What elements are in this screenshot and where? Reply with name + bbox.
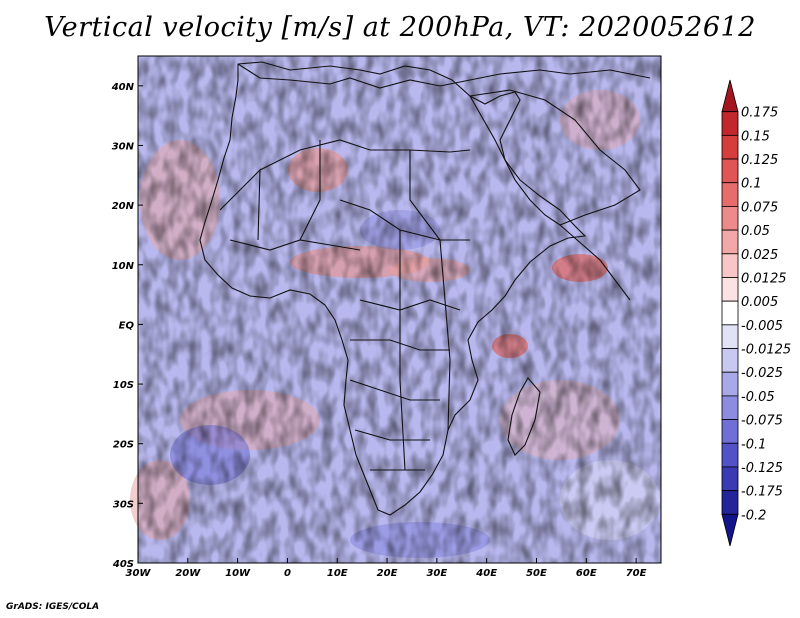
x-tick-label: 20W — [175, 568, 201, 579]
y-tick-label: 30N — [112, 141, 135, 152]
colorbar-label: 0.125 — [741, 153, 778, 168]
credit-label: GrADS: IGES/COLA — [6, 602, 100, 612]
colorbar-swatch — [721, 324, 739, 349]
colorbar-label: 0.175 — [741, 106, 778, 121]
colorbar-swatch — [721, 395, 739, 420]
colorbar-label: 0.025 — [741, 248, 778, 263]
x-axis-ticks: 30W 20W 10W 0 10E 20E 30E 40E 50E 60E 70E — [126, 558, 647, 579]
x-tick-label: 20E — [377, 568, 398, 579]
y-tick-label: 20S — [113, 440, 134, 451]
colorbar-swatch — [721, 182, 739, 207]
coastlines — [199, 61, 651, 516]
colorbar-label: 0.0125 — [741, 271, 787, 286]
colorbar-label: 0.075 — [741, 200, 778, 215]
colorbar-swatch — [721, 348, 739, 373]
colorbar-swatch — [721, 466, 739, 492]
colorbar-label: 0.05 — [741, 224, 770, 239]
colorbar-swatch — [721, 277, 739, 302]
colorbar-label: -0.075 — [741, 414, 783, 429]
map-frame — [137, 55, 662, 564]
colorbar-label: -0.2 — [741, 508, 766, 523]
colorbar-swatch — [721, 419, 739, 444]
colorbar: 0.175 0.15 0.125 0.1 0.075 0.05 0.025 0.0125 0.0… — [721, 79, 791, 547]
colorbar-swatch — [721, 229, 739, 255]
x-tick-label: 60E — [576, 568, 597, 579]
colorbar-swatch — [721, 134, 739, 160]
y-tick-label: 40N — [111, 82, 135, 93]
colorbar-label: -0.025 — [741, 366, 783, 381]
colorbar-label: -0.005 — [741, 319, 783, 334]
colorbar-label: 0.1 — [741, 177, 762, 192]
colorbar-label: -0.1 — [741, 437, 766, 452]
y-tick-label: EQ — [119, 320, 135, 331]
x-tick-label: 30E — [426, 568, 447, 579]
y-tick-label: 30S — [113, 499, 134, 510]
y-tick-label: 10N — [112, 261, 135, 272]
x-tick-label: 10E — [327, 568, 348, 579]
colorbar-swatch — [721, 371, 739, 397]
colorbar-swatch — [721, 206, 739, 231]
colorbar-swatch — [721, 442, 739, 468]
colorbar-swatch — [721, 158, 739, 184]
colorbar-swatch — [721, 253, 739, 278]
colorbar-label: -0.05 — [741, 390, 775, 405]
y-axis-ticks: 40S 30S 20S 10S EQ 10N 20N 30N 40N — [111, 82, 143, 570]
velocity-field — [130, 56, 661, 563]
colorbar-swatch — [721, 490, 739, 515]
x-tick-label: 50E — [526, 568, 547, 579]
colorbar-swatch — [721, 111, 739, 136]
colorbar-label: -0.175 — [741, 485, 783, 500]
x-tick-label: 40E — [475, 568, 497, 579]
colorbar-swatch — [721, 513, 739, 547]
y-tick-label: 40S — [112, 559, 134, 570]
x-tick-label: 10W — [225, 568, 251, 579]
x-tick-label: 30W — [126, 568, 152, 579]
colorbar-swatch — [721, 300, 739, 326]
x-tick-label: 70E — [626, 568, 647, 579]
colorbar-label: 0.15 — [741, 129, 770, 144]
colorbar-label: -0.125 — [741, 461, 783, 476]
colorbar-swatch — [721, 79, 739, 113]
x-tick-label: 0 — [284, 568, 291, 579]
y-tick-label: 20N — [112, 201, 135, 212]
colorbar-label: -0.0125 — [741, 343, 791, 358]
map-title: Vertical velocity [m/s] at 200hPa, VT: 2… — [44, 12, 756, 43]
y-tick-label: 10S — [113, 380, 134, 391]
colorbar-label: 0.005 — [741, 295, 778, 310]
